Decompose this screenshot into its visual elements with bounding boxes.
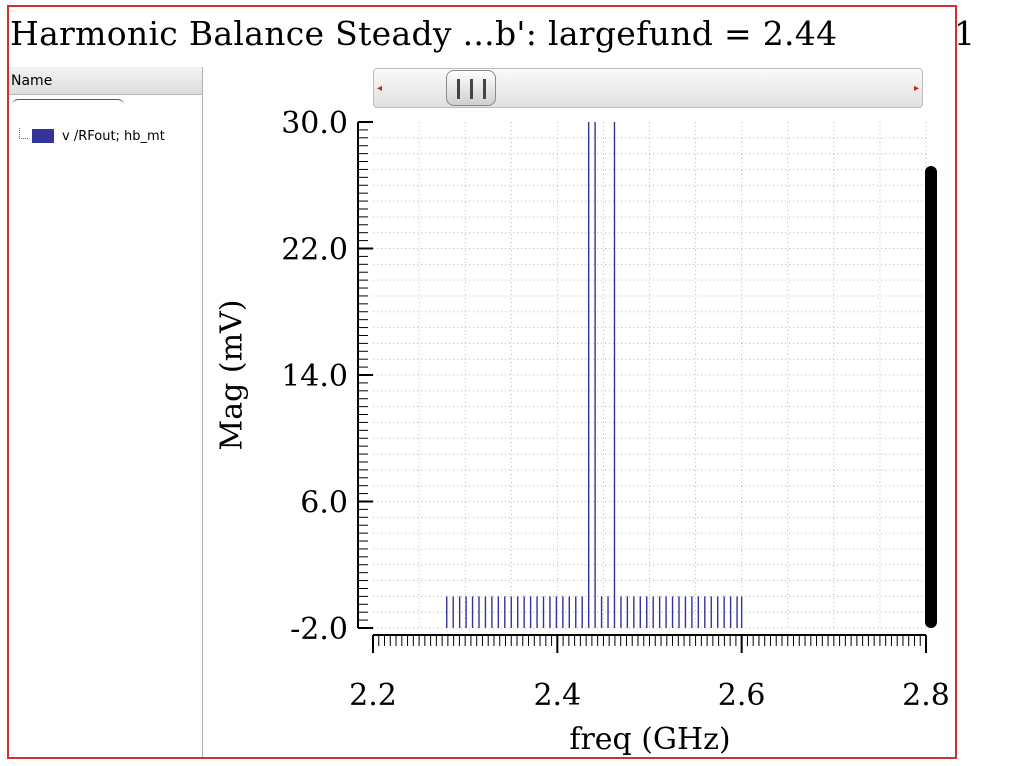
legend-item[interactable]: v /RFout; hb_mt <box>19 127 204 145</box>
sweep-slider[interactable]: ◂ ▸ <box>373 68 923 108</box>
x-tick-label: 2.2 <box>349 678 397 713</box>
y-tick-label: 30.0 <box>281 106 348 141</box>
x-tick-label: 2.6 <box>718 678 766 713</box>
x-tick-label: 2.8 <box>902 678 950 713</box>
slider-thumb[interactable] <box>446 70 496 106</box>
legend-tree-root[interactable] <box>12 99 124 108</box>
legend-item-label: v /RFout; hb_mt <box>62 128 165 144</box>
x-axis-label: freq (GHz) <box>569 722 731 757</box>
y-tick-label: 22.0 <box>281 233 348 268</box>
spectral-lines <box>446 122 743 628</box>
slider-left-arrow-icon[interactable]: ◂ <box>377 83 383 94</box>
grip-icon <box>470 79 473 99</box>
tick-labels: -2.0 6.0 14.0 22.0 30.0 2.2 2.4 2.6 2.8 <box>281 106 950 713</box>
legend-panel: Name v /RFout; hb_mt <box>9 67 203 757</box>
tree-connector-icon <box>19 127 28 139</box>
page-number: 1 <box>954 14 975 53</box>
grip-icon <box>483 79 486 99</box>
grip-icon <box>457 79 460 99</box>
x-tick-label: 2.4 <box>533 678 581 713</box>
y-tick-label: -2.0 <box>290 612 348 647</box>
y-tick-label: 14.0 <box>281 359 348 394</box>
y-tick-label: 6.0 <box>300 486 348 521</box>
graph-title: Harmonic Balance Steady ...b': largefund… <box>10 14 838 53</box>
y-axis-label: Mag (mV) <box>214 299 250 451</box>
legend-color-swatch <box>32 129 54 143</box>
grid <box>373 122 927 629</box>
legend-header-name[interactable]: Name <box>9 67 202 95</box>
axes <box>357 121 927 653</box>
slider-right-arrow-icon[interactable]: ▸ <box>913 83 919 94</box>
